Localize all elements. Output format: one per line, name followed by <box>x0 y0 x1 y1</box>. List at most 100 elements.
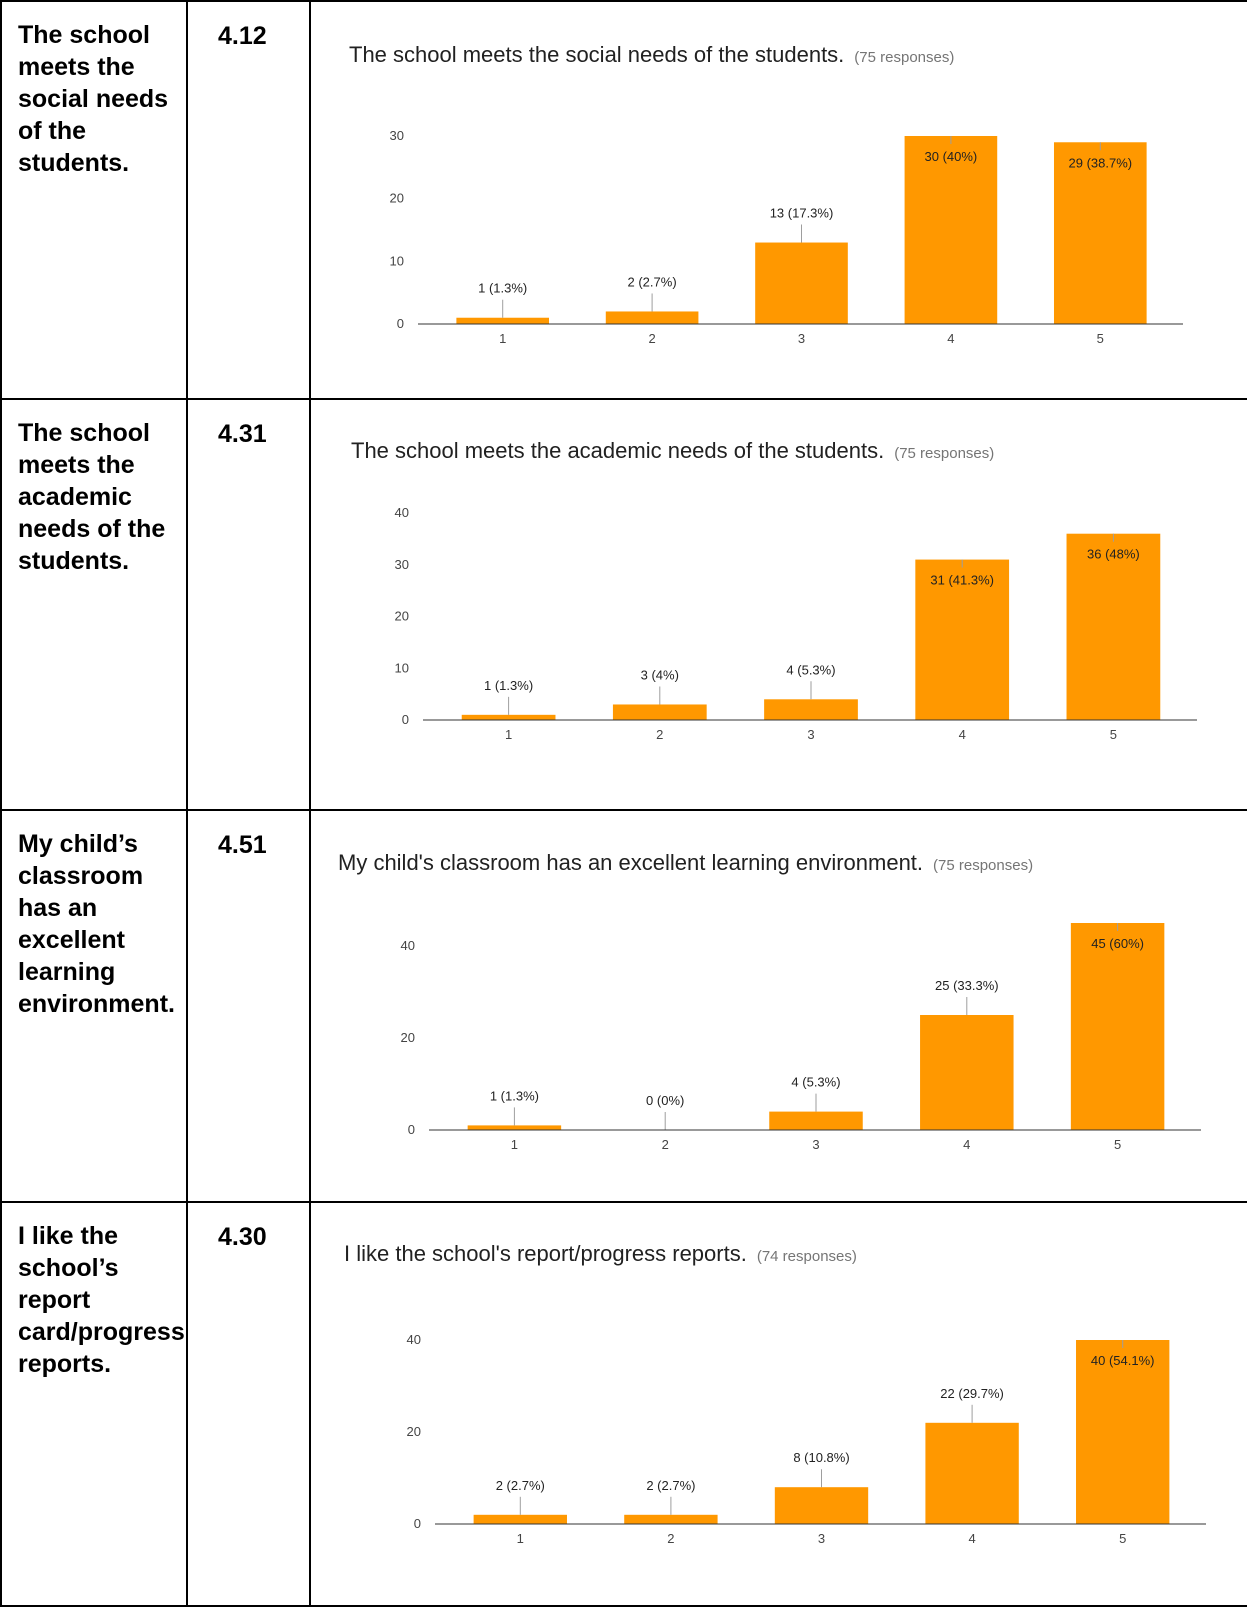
x-tick-label: 1 <box>517 1531 524 1546</box>
x-tick-label: 5 <box>1110 727 1117 742</box>
y-tick-label: 40 <box>395 505 409 520</box>
bar <box>925 1422 1019 1524</box>
bar <box>467 1125 562 1130</box>
data-label: 2 (2.7%) <box>628 274 677 289</box>
data-label: 1 (1.3%) <box>478 281 527 296</box>
data-label: 45 (60%) <box>1091 936 1144 951</box>
bar <box>605 311 699 324</box>
response-count: (75 responses) <box>933 857 1033 874</box>
chart-title: The school meets the academic needs of t… <box>351 438 884 463</box>
x-tick-label: 4 <box>947 331 954 346</box>
bar <box>1053 142 1147 324</box>
data-label: 4 (5.3%) <box>786 662 835 677</box>
y-tick-label: 0 <box>397 316 404 331</box>
bar <box>624 1514 718 1524</box>
response-count: (75 responses) <box>894 445 994 462</box>
bar <box>1070 923 1165 1130</box>
question-text: The school meets the academic needs of t… <box>18 419 166 575</box>
x-tick-label: 2 <box>667 1531 674 1546</box>
table-row: My child’s classroom has an excellent le… <box>0 809 1247 1203</box>
question-cell: I like the school’s report card/progress… <box>0 1201 188 1607</box>
y-tick-label: 0 <box>402 712 409 727</box>
bar <box>473 1514 567 1524</box>
data-label: 40 (54.1%) <box>1091 1353 1155 1368</box>
response-count: (74 responses) <box>757 1248 857 1265</box>
x-tick-label: 3 <box>812 1137 819 1152</box>
y-tick-label: 40 <box>401 938 415 953</box>
data-label: 31 (41.3%) <box>930 573 994 588</box>
bar-chart: The school meets the academic needs of t… <box>351 438 1197 742</box>
bar <box>769 1111 863 1130</box>
average-score: 4.30 <box>218 1223 267 1251</box>
x-tick-label: 1 <box>505 727 512 742</box>
bar <box>920 1015 1014 1130</box>
data-label: 22 (29.7%) <box>940 1386 1004 1401</box>
bar <box>774 1487 869 1524</box>
data-label: 3 (4%) <box>641 667 679 682</box>
score-cell: 4.12 <box>186 0 311 400</box>
question-cell: The school meets the academic needs of t… <box>0 398 188 811</box>
score-cell: 4.31 <box>186 398 311 811</box>
data-label: 13 (17.3%) <box>770 206 834 221</box>
bar-chart: The school meets the social needs of the… <box>349 42 1183 346</box>
x-tick-label: 1 <box>511 1137 518 1152</box>
y-tick-label: 0 <box>414 1516 421 1531</box>
question-text: The school meets the social needs of the… <box>18 21 169 177</box>
bar <box>915 559 1010 720</box>
x-tick-label: 5 <box>1114 1137 1121 1152</box>
x-tick-label: 4 <box>963 1137 970 1152</box>
bar <box>612 704 707 720</box>
y-tick-label: 30 <box>395 557 409 572</box>
table-row: The school meets the social needs of the… <box>0 0 1247 400</box>
y-tick-label: 20 <box>407 1424 421 1439</box>
data-label: 25 (33.3%) <box>935 978 999 993</box>
y-tick-label: 0 <box>408 1122 415 1137</box>
bar <box>755 242 848 324</box>
data-label: 2 (2.7%) <box>496 1478 545 1493</box>
data-label: 29 (38.7%) <box>1069 155 1133 170</box>
bar <box>1066 533 1161 720</box>
question-text: My child’s classroom has an excellent le… <box>18 830 175 1018</box>
x-tick-label: 4 <box>959 727 966 742</box>
x-tick-label: 2 <box>656 727 663 742</box>
y-tick-label: 10 <box>395 660 409 675</box>
chart-title: I like the school's report/progress repo… <box>344 1241 747 1266</box>
x-tick-label: 3 <box>818 1531 825 1546</box>
average-score: 4.51 <box>218 831 267 859</box>
table-row: I like the school’s report card/progress… <box>0 1201 1247 1607</box>
y-tick-label: 40 <box>407 1332 421 1347</box>
x-tick-label: 3 <box>798 331 805 346</box>
question-text: I like the school’s report card/progress… <box>18 1222 185 1378</box>
x-tick-label: 2 <box>662 1137 669 1152</box>
data-label: 1 (1.3%) <box>490 1088 539 1103</box>
bar <box>461 714 556 720</box>
table-row: The school meets the academic needs of t… <box>0 398 1247 811</box>
average-score: 4.31 <box>218 420 267 448</box>
data-label: 30 (40%) <box>925 149 978 164</box>
data-label: 8 (10.8%) <box>793 1450 849 1465</box>
question-cell: My child’s classroom has an excellent le… <box>0 809 188 1203</box>
x-tick-label: 3 <box>807 727 814 742</box>
response-count: (75 responses) <box>854 49 954 66</box>
bar <box>904 136 998 324</box>
x-tick-label: 1 <box>499 331 506 346</box>
y-tick-label: 20 <box>395 609 409 624</box>
x-tick-label: 5 <box>1119 1531 1126 1546</box>
bar-chart: I like the school's report/progress repo… <box>344 1241 1206 1546</box>
data-label: 36 (48%) <box>1087 547 1140 562</box>
chart-cell: The school meets the academic needs of t… <box>309 398 1247 811</box>
score-cell: 4.51 <box>186 809 311 1203</box>
chart-cell: My child's classroom has an excellent le… <box>309 809 1247 1203</box>
chart-title: The school meets the social needs of the… <box>349 42 844 67</box>
data-label: 1 (1.3%) <box>484 678 533 693</box>
score-cell: 4.30 <box>186 1201 311 1607</box>
bar <box>764 699 858 720</box>
x-tick-label: 4 <box>968 1531 975 1546</box>
data-label: 0 (0%) <box>646 1093 684 1108</box>
bar <box>1076 1340 1170 1524</box>
x-tick-label: 2 <box>648 331 655 346</box>
bar <box>456 317 550 324</box>
chart-cell: The school meets the social needs of the… <box>309 0 1247 400</box>
y-tick-label: 30 <box>390 128 404 143</box>
